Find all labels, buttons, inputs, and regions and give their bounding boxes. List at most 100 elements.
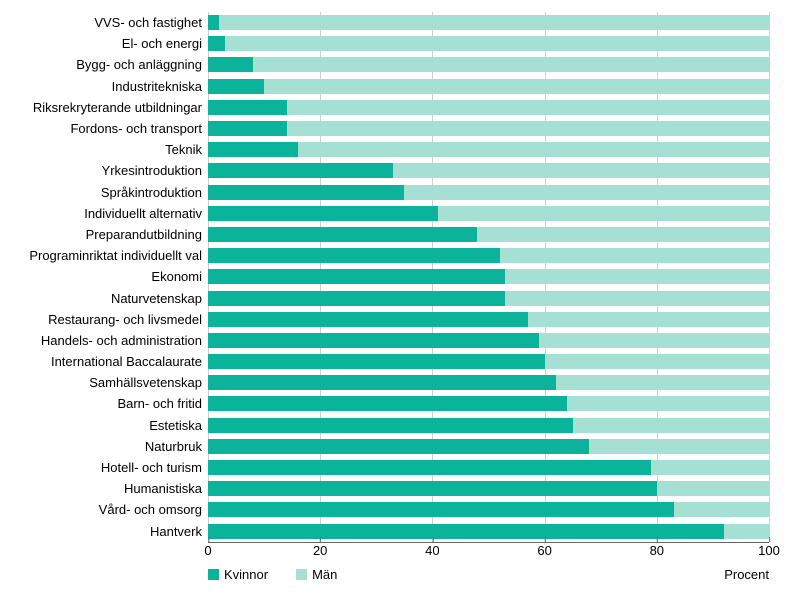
legend-item-man: Män xyxy=(296,567,337,582)
x-axis-ticks: 020406080100 xyxy=(208,543,769,561)
category-label: Riksrekryterande utbildningar xyxy=(33,101,208,114)
category-label: Bygg- och anläggning xyxy=(76,58,208,71)
bar-track xyxy=(208,439,769,454)
bar-track xyxy=(208,163,769,178)
category-label: Handels- och administration xyxy=(41,334,208,347)
bar-track xyxy=(208,57,769,72)
category-label: VVS- och fastighet xyxy=(94,16,208,29)
bar-row: Humanistiska xyxy=(208,480,769,497)
category-label: Industritekniska xyxy=(112,80,208,93)
category-label: Ekonomi xyxy=(151,270,208,283)
bar-track xyxy=(208,396,769,411)
bar-segment-man xyxy=(567,396,769,411)
bar-segment-man xyxy=(674,502,769,517)
category-label: Språkintroduktion xyxy=(101,186,208,199)
category-label: Naturvetenskap xyxy=(111,292,208,305)
bar-row: Preparandutbildning xyxy=(208,226,769,243)
bar-track xyxy=(208,502,769,517)
category-label: Naturbruk xyxy=(145,440,208,453)
bar-segment-man xyxy=(657,481,769,496)
category-label: International Baccalaurate xyxy=(51,355,208,368)
bar-segment-kvinnor xyxy=(208,248,500,263)
bar-segment-man xyxy=(500,248,769,263)
bar-segment-kvinnor xyxy=(208,312,528,327)
x-tick: 60 xyxy=(537,543,551,558)
bar-segment-man xyxy=(539,333,769,348)
bar-segment-kvinnor xyxy=(208,79,264,94)
bar-row: Restaurang- och livsmedel xyxy=(208,311,769,328)
bar-row: Samhällsvetenskap xyxy=(208,374,769,391)
bar-row: International Baccalaurate xyxy=(208,353,769,370)
x-axis-label: Procent xyxy=(724,567,769,582)
bar-segment-kvinnor xyxy=(208,481,657,496)
legend-swatch-man xyxy=(296,569,307,580)
bar-segment-man xyxy=(287,121,769,136)
bar-row: Vård- och omsorg xyxy=(208,501,769,518)
bar-row: VVS- och fastighet xyxy=(208,14,769,31)
x-tick: 0 xyxy=(204,543,211,558)
legend-swatch-kvinnor xyxy=(208,569,219,580)
bar-row: Estetiska xyxy=(208,417,769,434)
bar-segment-man xyxy=(724,524,769,539)
bar-segment-man xyxy=(556,375,769,390)
x-tick: 40 xyxy=(425,543,439,558)
bar-track xyxy=(208,206,769,221)
bar-segment-kvinnor xyxy=(208,333,539,348)
bar-segment-man xyxy=(438,206,769,221)
bar-track xyxy=(208,15,769,30)
category-label: Fordons- och transport xyxy=(70,122,208,135)
category-label: Barn- och fritid xyxy=(117,397,208,410)
category-label: Humanistiska xyxy=(124,482,208,495)
bar-track xyxy=(208,312,769,327)
bar-segment-man xyxy=(253,57,769,72)
bar-row: Hotell- och turism xyxy=(208,459,769,476)
category-label: Programinriktat individuellt val xyxy=(29,249,208,262)
category-label: El- och energi xyxy=(122,37,208,50)
bar-row: Programinriktat individuellt val xyxy=(208,247,769,264)
category-label: Preparandutbildning xyxy=(86,228,208,241)
bar-segment-man xyxy=(225,36,769,51)
bar-segment-man xyxy=(589,439,769,454)
bar-track xyxy=(208,100,769,115)
category-label: Estetiska xyxy=(149,419,208,432)
bar-segment-kvinnor xyxy=(208,354,545,369)
bar-segment-man xyxy=(505,269,769,284)
bar-segment-kvinnor xyxy=(208,524,724,539)
bar-track xyxy=(208,333,769,348)
bar-segment-kvinnor xyxy=(208,460,651,475)
category-label: Hotell- och turism xyxy=(101,461,208,474)
bar-row: Fordons- och transport xyxy=(208,120,769,137)
bar-segment-man xyxy=(505,291,769,306)
bar-row: Individuellt alternativ xyxy=(208,205,769,222)
bar-track xyxy=(208,79,769,94)
bar-segment-kvinnor xyxy=(208,142,298,157)
legend: Kvinnor Män Procent xyxy=(208,567,769,582)
bar-row: Naturvetenskap xyxy=(208,290,769,307)
legend-item-kvinnor: Kvinnor xyxy=(208,567,268,582)
bar-track xyxy=(208,36,769,51)
bar-track xyxy=(208,142,769,157)
bar-row: Bygg- och anläggning xyxy=(208,56,769,73)
bar-row: Barn- och fritid xyxy=(208,395,769,412)
bar-segment-kvinnor xyxy=(208,36,225,51)
bar-track xyxy=(208,524,769,539)
bar-track xyxy=(208,460,769,475)
bar-segment-man xyxy=(477,227,769,242)
bar-segment-kvinnor xyxy=(208,163,393,178)
bar-segment-man xyxy=(393,163,769,178)
bar-segment-man xyxy=(545,354,769,369)
bar-segment-kvinnor xyxy=(208,57,253,72)
bar-track xyxy=(208,185,769,200)
bar-row: Riksrekryterande utbildningar xyxy=(208,99,769,116)
x-tick: 80 xyxy=(650,543,664,558)
category-label: Restaurang- och livsmedel xyxy=(48,313,208,326)
bar-segment-kvinnor xyxy=(208,291,505,306)
category-label: Samhällsvetenskap xyxy=(89,376,208,389)
bar-track xyxy=(208,375,769,390)
bar-segment-kvinnor xyxy=(208,269,505,284)
bar-segment-kvinnor xyxy=(208,15,219,30)
plot-area: VVS- och fastighetEl- och energiBygg- oc… xyxy=(208,12,769,542)
bar-rows: VVS- och fastighetEl- och energiBygg- oc… xyxy=(208,12,769,542)
legend-label-kvinnor: Kvinnor xyxy=(224,567,268,582)
bar-row: Yrkesintroduktion xyxy=(208,162,769,179)
